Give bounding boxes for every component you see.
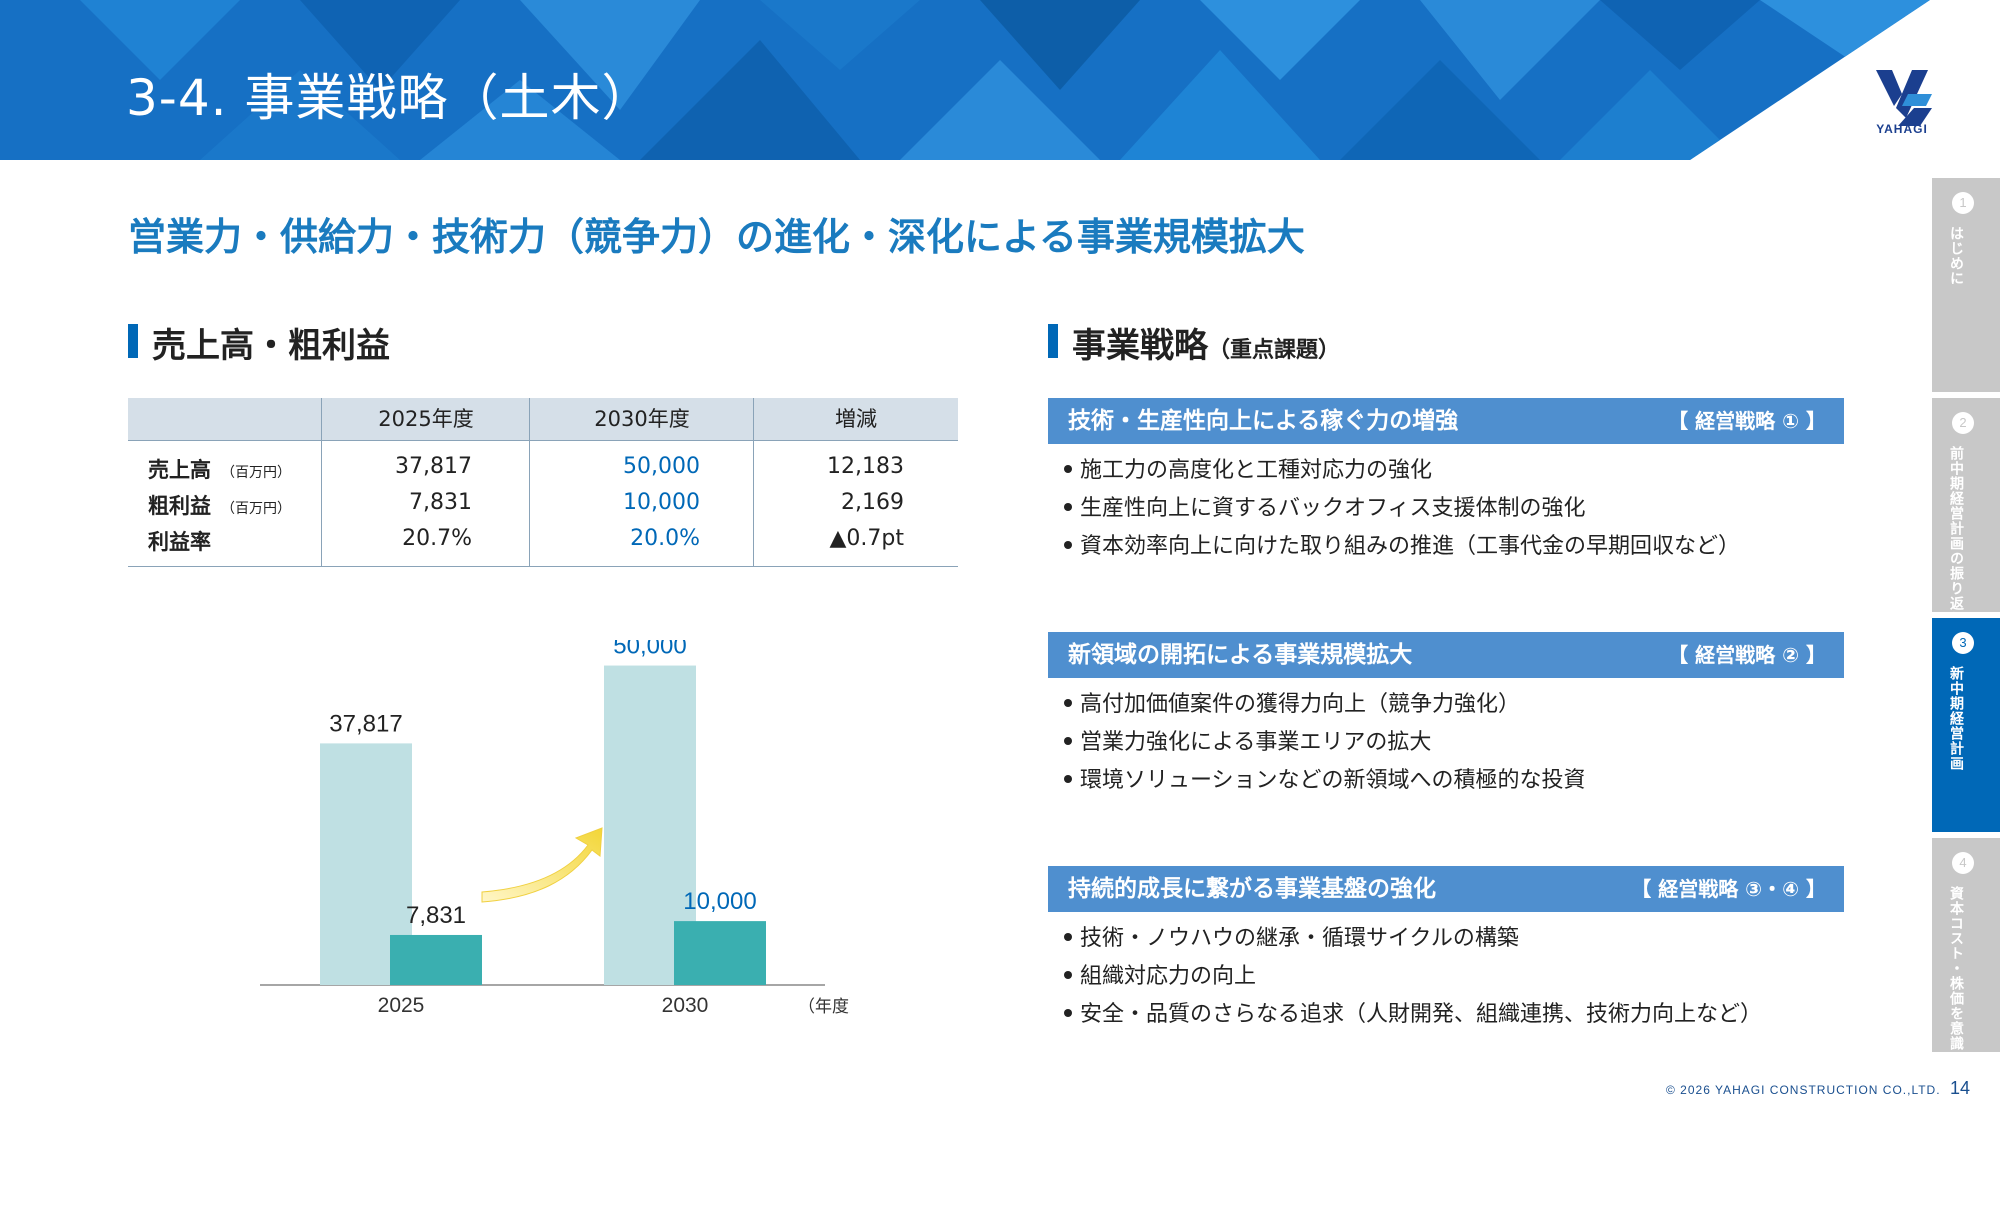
strategy-block-title: 新領域の開拓による事業規模拡大	[1068, 642, 1413, 668]
list-item: 営業力強化による事業エリアの拡大	[1064, 724, 1586, 762]
nav-tab-label: 資本コスト・株価を意識した経営の実現に向けて	[1948, 886, 1964, 1216]
table-cell: 50,000	[623, 454, 700, 479]
growth-arrow-icon	[481, 827, 603, 903]
x-tick-label: 2030	[662, 994, 709, 1017]
nav-tab-label: 前中期経営計画の振り返り	[1948, 446, 1964, 626]
yahagi-logo-icon	[1876, 70, 1932, 126]
strategy-block-header: 持続的成長に繋がる事業基盤の強化 【 経営戦略 ③・④ 】	[1048, 866, 1844, 912]
list-item: 生産性向上に資するバックオフィス支援体制の強化	[1064, 490, 1740, 528]
strategy-tag: 【 経営戦略 ③・④ 】	[1631, 877, 1826, 901]
nav-tab-label: 新中期経営計画	[1948, 666, 1964, 771]
table-cell: 10,000	[623, 490, 700, 515]
table-divider	[529, 398, 530, 566]
table-cell: ▲0.7pt	[829, 526, 905, 551]
nav-tab-new-plan[interactable]: 3 新中期経営計画	[1932, 618, 2000, 832]
table-header-cell: 増減	[835, 407, 877, 431]
header-background	[0, 0, 1930, 160]
list-item: 組織対応力の向上	[1064, 958, 1762, 996]
nav-tab-number: 1	[1952, 192, 1974, 214]
bar-2030-1	[674, 921, 766, 985]
table-cell: 20.0%	[630, 526, 700, 551]
nav-tab-number: 4	[1952, 852, 1974, 874]
bullet-icon	[1064, 1009, 1072, 1017]
strategy-block-header: 新領域の開拓による事業規模拡大 【 経営戦略 ② 】	[1048, 632, 1844, 678]
nav-tab-label: はじめに	[1948, 226, 1964, 286]
table-header	[128, 398, 958, 440]
table-row-label: 粗利益 （百万円）	[148, 494, 291, 518]
bullet-icon	[1064, 775, 1072, 783]
page-title: 3-4. 事業戦略（土木）	[126, 69, 653, 127]
page-number: 14	[1950, 1078, 1971, 1098]
x-axis-unit-label: （年度）	[798, 997, 850, 1016]
strategy-block-title: 技術・生産性向上による稼ぐ力の増強	[1068, 408, 1459, 434]
data-label: 7,831	[406, 902, 466, 929]
list-item: 技術・ノウハウの継承・循環サイクルの構築	[1064, 920, 1762, 958]
section-bar	[128, 324, 138, 358]
table-cell: 2,169	[841, 490, 904, 515]
nav-tab-review[interactable]: 2 前中期経営計画の振り返り	[1932, 398, 2000, 626]
table-header-cell: 2025年度	[378, 407, 474, 431]
copyright: © 2026 YAHAGI CONSTRUCTION CO.,LTD.	[1666, 1083, 1941, 1097]
sales-bar-chart: 37,817 7,831 2025 50,000 10,000 2030 （年度）	[260, 640, 850, 1017]
x-tick-label: 2025	[378, 994, 425, 1017]
headline: 営業力・供給力・技術力（競争力）の進化・深化による事業規模拡大	[128, 215, 1305, 259]
nav-tab-intro[interactable]: 1 はじめに	[1932, 178, 2000, 392]
bullet-icon	[1064, 933, 1072, 941]
data-label: 10,000	[683, 888, 756, 915]
data-label: 37,817	[329, 710, 402, 737]
bullet-icon	[1064, 971, 1072, 979]
bullet-icon	[1064, 541, 1072, 549]
strategy-list: 技術・ノウハウの継承・循環サイクルの構築 組織対応力の向上 安全・品質のさらなる…	[1064, 920, 1762, 1034]
bar-2025-1	[390, 934, 482, 985]
logo-text: YAHAGI	[1876, 122, 1928, 136]
section-title-sales: 売上高・粗利益	[152, 326, 390, 366]
table-cell: 37,817	[395, 454, 472, 479]
list-item: 高付加価値案件の獲得力向上（競争力強化）	[1064, 686, 1586, 724]
list-item: 資本効率向上に向けた取り組みの推進（工事代金の早期回収など）	[1064, 528, 1740, 566]
table-cell: 12,183	[827, 454, 904, 479]
strategy-tag: 【 経営戦略 ① 】	[1668, 409, 1826, 433]
bullet-icon	[1064, 465, 1072, 473]
table-header-cell: 2030年度	[594, 407, 690, 431]
strategy-block-title: 持続的成長に繋がる事業基盤の強化	[1068, 876, 1436, 902]
table-divider	[321, 398, 322, 566]
bullet-icon	[1064, 503, 1072, 511]
section-title-strategy: 事業戦略（重点課題）	[1072, 326, 1341, 366]
data-label: 50,000	[613, 640, 686, 660]
nav-tab-capital-cost[interactable]: 4 資本コスト・株価を意識した経営の実現に向けて	[1932, 838, 2000, 1216]
bullet-icon	[1064, 699, 1072, 707]
table-divider	[128, 566, 958, 567]
nav-tab-number: 2	[1952, 412, 1974, 434]
header-banner	[0, 0, 2000, 160]
bullet-icon	[1064, 737, 1072, 745]
table-cell: 7,831	[409, 490, 472, 515]
table-cell: 20.7%	[402, 526, 472, 551]
table-row-label: 売上高 （百万円）	[148, 458, 291, 482]
list-item: 安全・品質のさらなる追求（人財開発、組織連携、技術力向上など）	[1064, 996, 1762, 1034]
section-bar	[1048, 324, 1058, 358]
nav-tab-number: 3	[1952, 632, 1974, 654]
list-item: 環境ソリューションなどの新領域への積極的な投資	[1064, 762, 1586, 800]
strategy-list: 高付加価値案件の獲得力向上（競争力強化） 営業力強化による事業エリアの拡大 環境…	[1064, 686, 1586, 800]
table-divider	[128, 440, 958, 441]
table-divider	[753, 398, 754, 566]
table-row-label: 利益率	[148, 530, 211, 554]
strategy-block-header: 技術・生産性向上による稼ぐ力の増強 【 経営戦略 ① 】	[1048, 398, 1844, 444]
list-item: 施工力の高度化と工種対応力の強化	[1064, 452, 1740, 490]
strategy-list: 施工力の高度化と工種対応力の強化 生産性向上に資するバックオフィス支援体制の強化…	[1064, 452, 1740, 566]
strategy-tag: 【 経営戦略 ② 】	[1668, 643, 1826, 667]
